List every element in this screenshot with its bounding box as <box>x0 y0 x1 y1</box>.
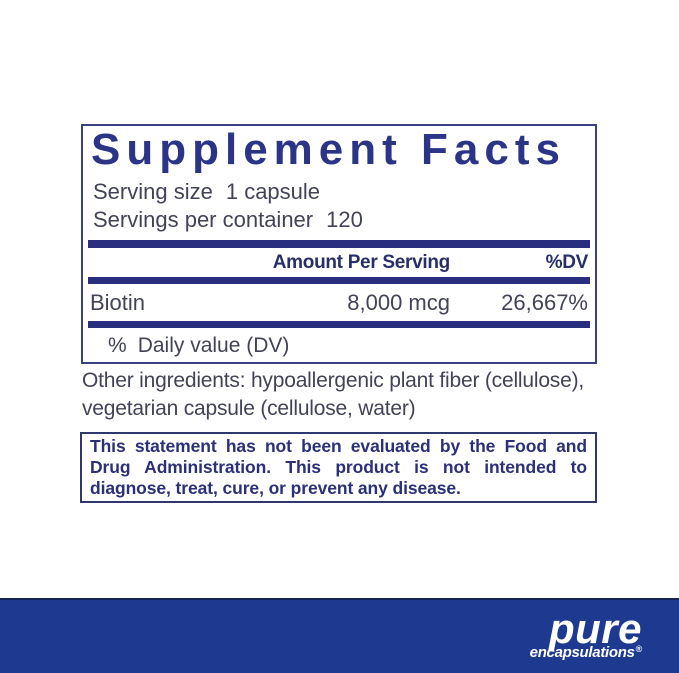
servings-per-container-value: 120 <box>326 207 363 232</box>
divider-bar <box>88 277 590 284</box>
divider-bar <box>88 321 590 328</box>
supplement-facts-panel: Supplement Facts Serving size 1 capsule S… <box>81 124 597 364</box>
table-header-row: Amount Per Serving %DV <box>90 248 589 277</box>
brand-subname: encapsulations <box>529 644 635 661</box>
panel-title: Supplement Facts <box>91 125 566 174</box>
dv-header: %DV <box>545 251 589 273</box>
servings-per-container-row: Servings per container 120 <box>93 206 588 234</box>
dv-footnote: % Daily value (DV) <box>108 334 588 358</box>
pure-encapsulations-logo: pure encapsulations® <box>529 605 643 661</box>
brand-name: pure <box>548 605 642 652</box>
servings-per-container-label: Servings per container <box>93 207 314 232</box>
dv-footnote-symbol: % <box>108 334 127 357</box>
ingredient-dv: 26,667% <box>501 289 588 315</box>
fda-disclaimer-text: This statement has not been evaluated by… <box>90 436 587 498</box>
divider-bar <box>88 240 590 248</box>
serving-size-row: Serving size 1 capsule <box>93 178 588 206</box>
serving-size-value: 1 capsule <box>225 179 321 204</box>
amount-per-serving-header: Amount Per Serving <box>272 251 451 273</box>
table-row: Biotin 8,000 mcg 26,667% <box>90 284 588 321</box>
ingredient-name: Biotin <box>90 289 146 315</box>
serving-size-label: Serving size <box>93 179 213 204</box>
fda-disclaimer-box: This statement has not been evaluated by… <box>80 432 597 503</box>
registered-trademark: ® <box>635 644 643 654</box>
ingredient-amount: 8,000 mcg <box>347 289 450 315</box>
brand-footer: pure encapsulations® <box>0 598 679 673</box>
dv-footnote-text: Daily value (DV) <box>137 334 290 357</box>
other-ingredients-text: Other ingredients: hypoallergenic plant … <box>82 369 585 420</box>
